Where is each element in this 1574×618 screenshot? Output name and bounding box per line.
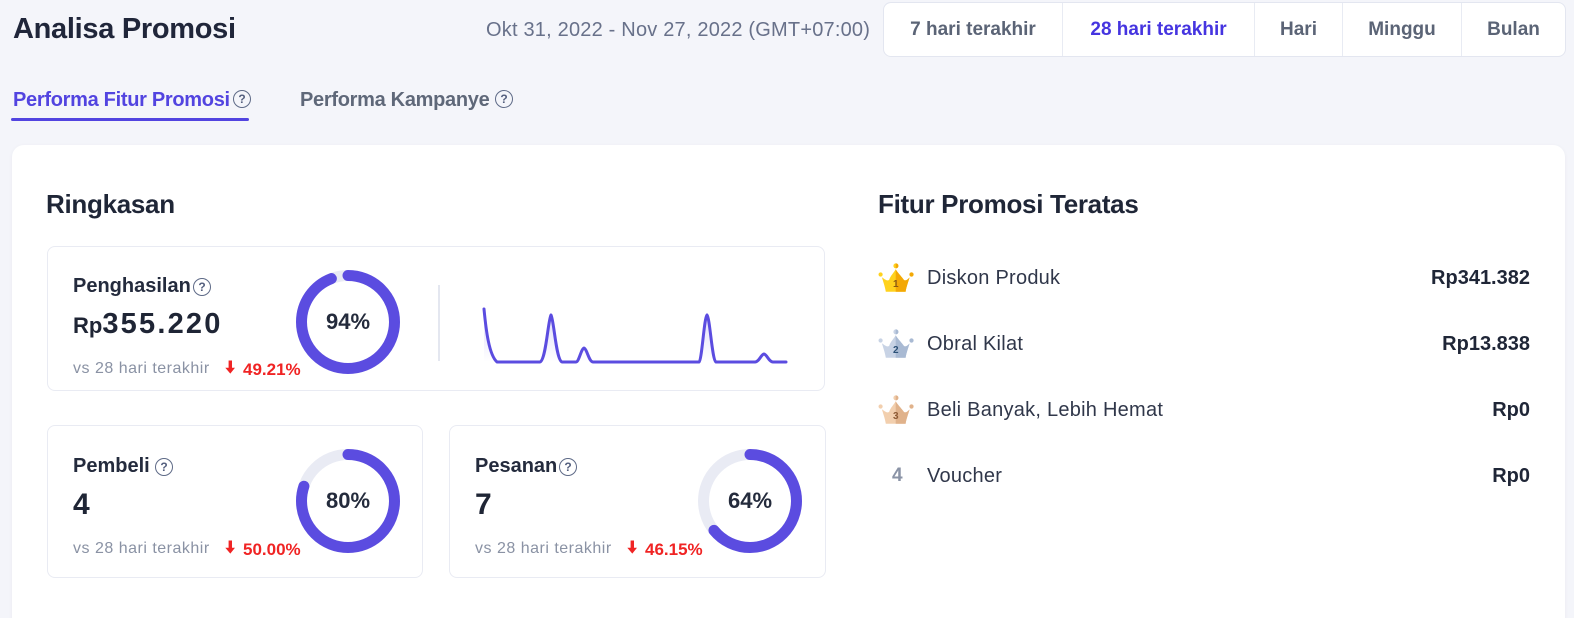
svg-text:2: 2 bbox=[893, 345, 899, 356]
svg-text:80%: 80% bbox=[326, 488, 370, 513]
svg-text:1: 1 bbox=[893, 279, 899, 290]
svg-text:3: 3 bbox=[893, 411, 899, 422]
svg-text:64%: 64% bbox=[728, 488, 772, 513]
svg-text:94%: 94% bbox=[326, 309, 370, 334]
